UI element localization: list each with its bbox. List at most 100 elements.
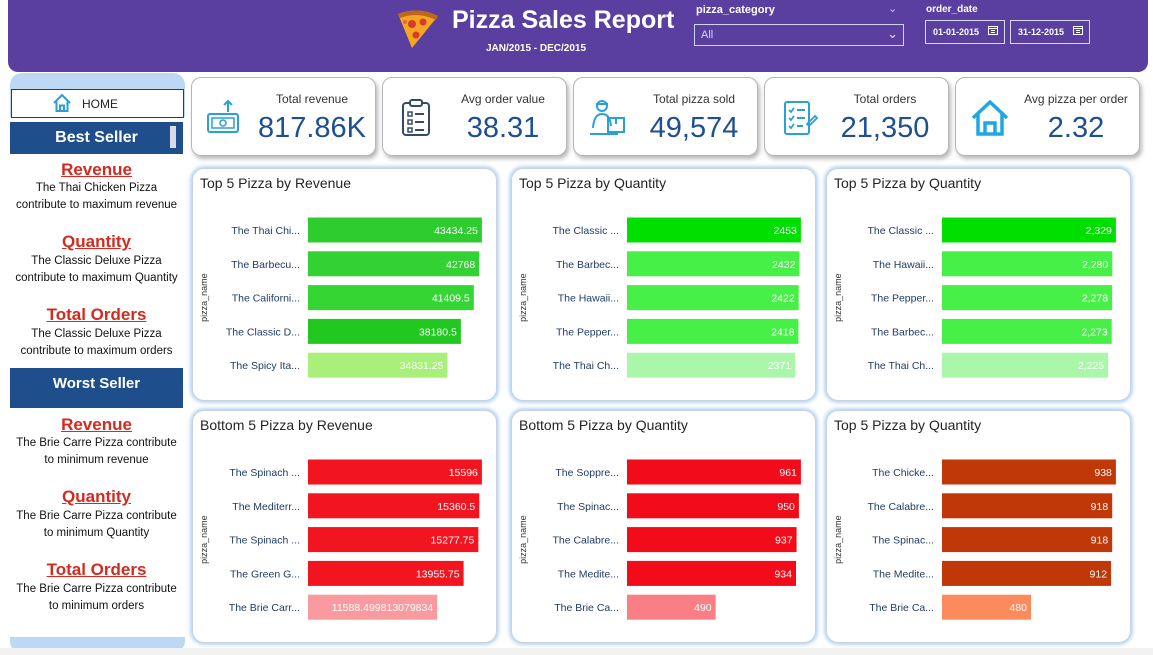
date-to-input[interactable]: 31-12-2015 (1010, 20, 1090, 44)
y-axis-label: pizza_name (199, 273, 209, 322)
category-label: The Calabre... (552, 535, 619, 547)
category-label: The Spinac... (557, 501, 619, 513)
chart-bar (308, 493, 480, 519)
category-filter-label: pizza_category (696, 4, 775, 16)
home-button[interactable]: HOME (11, 89, 184, 118)
data-label: 2453 (774, 225, 798, 237)
chart-bar (942, 459, 1116, 485)
kpi-label: Total pizza sold (652, 92, 736, 106)
chart-top5-revenue[interactable]: Top 5 Pizza by Revenue pizza_name The Tha… (192, 168, 497, 401)
best-revenue-title: Revenue (61, 160, 132, 179)
data-label: 2,329 (1086, 225, 1112, 237)
kpi-label: Avg pizza per order (1024, 92, 1128, 106)
data-label: 2432 (772, 259, 796, 271)
pizza-icon (398, 10, 438, 49)
bottom-strip (0, 648, 1153, 655)
chart-top5-quantity-2[interactable]: Top 5 Pizza by Quantity pizza_name The Cl… (826, 168, 1131, 401)
home-icon (53, 93, 71, 112)
chart-bar (627, 285, 799, 311)
filter-collapse-icon[interactable]: ⌄ (888, 2, 898, 15)
delivery-icon (590, 100, 625, 135)
chart-bar (942, 594, 1031, 620)
date-filter-label: order_date (926, 4, 978, 15)
calendar-icon[interactable] (1073, 25, 1083, 35)
chart-bar (942, 251, 1113, 277)
best-quantity-title: Quantity (62, 232, 131, 251)
worst-quantity-title: Quantity (62, 487, 131, 506)
category-label: The Barbec... (556, 259, 619, 271)
category-label: The Medite... (873, 568, 934, 580)
data-label: 13955.75 (416, 568, 460, 580)
chart-top5-quantity[interactable]: Top 5 Pizza by Quantity pizza_name The Cl… (511, 168, 816, 401)
category-label: The Thai Chi... (231, 225, 300, 237)
chart-title: Top 5 Pizza by Quantity (834, 417, 982, 433)
data-label: 961 (779, 467, 797, 479)
chart-bar (627, 493, 799, 519)
category-label: The Chicke... (872, 467, 934, 479)
best-revenue-text: The Thai Chicken Pizza contribute to max… (15, 182, 178, 211)
chart-title: Top 5 Pizza by Revenue (200, 175, 351, 191)
kpi-label: Avg order value (461, 92, 545, 106)
worst-quantity-text: The Brie Carre Pizza contribute to minim… (16, 510, 177, 539)
data-label: 934 (774, 568, 792, 580)
data-label: 2,225 (1078, 360, 1104, 372)
data-label: 2,278 (1082, 293, 1108, 305)
data-label: 41409.5 (432, 293, 470, 305)
data-label: 11588.499813079834 (332, 602, 434, 614)
chart-bar (627, 527, 797, 553)
chart-title: Top 5 Pizza by Quantity (834, 175, 982, 191)
chart-bar (627, 217, 801, 243)
data-label: 2418 (771, 326, 795, 338)
kpi-total-orders: Total orders 21,350 (764, 77, 949, 156)
date-from-input[interactable]: 01-01-2015 (925, 20, 1005, 44)
chart-bar (627, 594, 716, 620)
kpi-value: 49,574 (649, 112, 739, 144)
y-axis-label: pizza_name (833, 515, 843, 564)
data-label: 42768 (446, 259, 475, 271)
chart-bar (308, 251, 480, 277)
chart-bar (308, 352, 448, 378)
home-icon (971, 100, 1009, 136)
category-filter-dropdown[interactable]: All ⌄ (694, 24, 904, 46)
kpi-value: 2.32 (1047, 112, 1105, 144)
chart-bottom5-revenue[interactable]: Bottom 5 Pizza by Revenue pizza_name The … (192, 410, 497, 643)
worst-revenue-title: Revenue (61, 415, 132, 434)
data-label: 2371 (768, 360, 792, 372)
bar-chart: pizza_name The Classic ... 2,329 The Hawaii… (833, 217, 1116, 378)
data-label: 2,273 (1081, 326, 1107, 338)
data-label: 918 (1091, 501, 1109, 513)
kpi-total-pizza-sold: Total pizza sold 49,574 (573, 77, 758, 156)
category-label: The Californi... (232, 293, 300, 305)
chart-bar (942, 527, 1113, 553)
category-label: The Spicy Ita... (230, 360, 300, 372)
kpi-value: 817.86K (257, 112, 367, 144)
calendar-icon[interactable] (988, 25, 998, 35)
date-to-value: 31-12-2015 (1018, 27, 1065, 37)
best-seller-heading-text: Best Seller (55, 129, 138, 146)
data-label: 15596 (449, 467, 478, 479)
y-axis-label: pizza_name (518, 515, 528, 564)
chart-bar (627, 352, 796, 378)
category-label: The Classic D... (226, 326, 300, 338)
kpi-avg-pizza-per-order: Avg pizza per order 2.32 (955, 77, 1140, 156)
date-from-value: 01-01-2015 (933, 27, 980, 37)
sidebar-scrollbar[interactable] (170, 126, 176, 148)
worst-orders-title: Total Orders (46, 560, 147, 579)
chart-bar (308, 285, 474, 311)
category-label: The Medite... (558, 568, 619, 580)
category-label: The Thai Ch... (553, 360, 619, 372)
chart-title: Top 5 Pizza by Quantity (519, 175, 667, 191)
report-title: Pizza Sales Report (452, 6, 675, 34)
chart-top5-quantity-3[interactable]: Top 5 Pizza by Quantity pizza_name The Ch… (826, 410, 1131, 643)
category-label: The Thai Ch... (868, 360, 934, 372)
sidebar: HOME Best Seller Revenue The Thai Chicke… (10, 73, 185, 653)
chart-bar (627, 251, 800, 277)
chart-bottom5-quantity[interactable]: Bottom 5 Pizza by Quantity pizza_name The… (511, 410, 816, 643)
data-label: 912 (1090, 568, 1108, 580)
chevron-down-icon: ⌄ (887, 26, 898, 41)
kpi-avg-order-value: Avg order value 38.31 (382, 77, 567, 156)
chart-bar (942, 560, 1112, 586)
clipboard-icon (402, 99, 430, 136)
y-axis-label: pizza_name (199, 515, 209, 564)
chart-bar (627, 318, 799, 344)
